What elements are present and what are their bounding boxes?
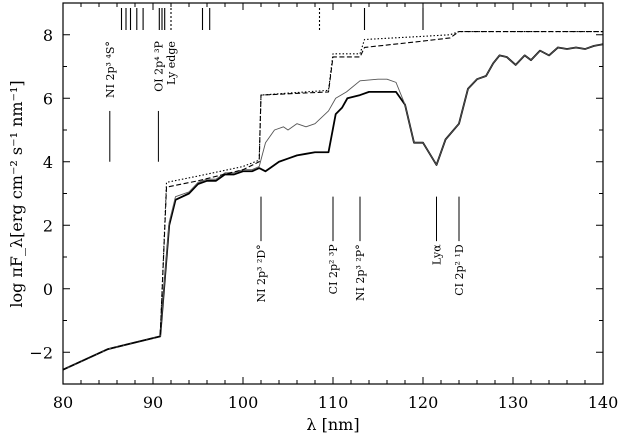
line-id-label: CI 2p² ¹D: [453, 244, 466, 296]
tick-layer: 80 90 100 110 120 130 140 −2 0 2 4 6 8: [29, 3, 618, 412]
line-id-label: Ly edge: [165, 41, 178, 85]
y-tick-label: 8: [43, 26, 53, 45]
top-tick-layer: [120, 8, 424, 30]
line-id-label: NI 2p³ ²D°: [255, 244, 268, 302]
x-tick-label: 110: [318, 393, 349, 412]
x-tick-label: 140: [588, 393, 619, 412]
y-tick-label: 2: [43, 216, 53, 235]
y-tick-label: 6: [43, 89, 53, 108]
line-id-label: NI 2p³ ²P°: [354, 244, 367, 301]
x-tick-label: 120: [408, 393, 439, 412]
line-id-label: OI 2p⁴ ³P: [152, 41, 165, 92]
series-line-dotted: [62, 31, 603, 371]
x-tick-label: 100: [228, 393, 259, 412]
x-axis-label: λ [nm]: [306, 415, 359, 434]
plot-frame: [62, 2, 604, 385]
annotation-layer: NI 2p³ ⁴S° OI 2p⁴ ³P Ly edge NI 2p³ ²D° CI 2…: [104, 41, 466, 303]
line-id-label: CI 2p² ³P: [327, 244, 340, 295]
y-axis-label: log πF_λ[erg cm⁻² s⁻¹ nm⁻¹]: [7, 80, 26, 307]
x-tick-label: 130: [498, 393, 529, 412]
y-tick-label: −2: [29, 343, 53, 362]
x-tick-label: 80: [53, 393, 73, 412]
series-layer: [62, 31, 604, 371]
y-tick-label: 4: [43, 153, 53, 172]
series-line-solid-thin: [62, 43, 604, 371]
line-id-label: NI 2p³ ⁴S°: [104, 41, 117, 98]
x-tick-label: 90: [143, 393, 163, 412]
y-tick-label: 0: [43, 280, 53, 299]
line-id-label: Lyα: [431, 244, 444, 265]
